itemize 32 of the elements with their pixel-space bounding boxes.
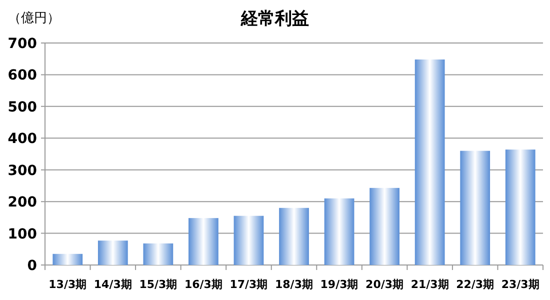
y-tick-label: 400 (8, 131, 38, 148)
x-tick-label: 23/3期 (501, 278, 540, 291)
y-tick-label: 700 (8, 36, 38, 52)
y-tick-label: 500 (8, 99, 38, 116)
x-tick-label: 19/3期 (320, 278, 358, 291)
bar (279, 208, 309, 265)
bar (234, 216, 264, 265)
bar (460, 150, 490, 265)
bar (143, 243, 174, 265)
bar (52, 254, 83, 265)
y-tick-label: 600 (8, 68, 38, 84)
bar (324, 198, 354, 265)
y-axis-title: （億円） (8, 11, 60, 26)
x-tick-label: 14/3期 (94, 278, 132, 291)
bar (188, 218, 218, 265)
y-tick-label: 300 (8, 162, 38, 179)
x-tick-label: 17/3期 (230, 278, 268, 291)
bar (505, 150, 536, 265)
y-tick-label: 100 (8, 226, 38, 242)
x-tick-label: 16/3期 (184, 278, 222, 291)
y-tick-label: 200 (8, 194, 38, 211)
y-tick-label: 0 (27, 258, 38, 274)
bar (98, 240, 128, 265)
x-tick-label: 21/3期 (410, 278, 449, 291)
x-tick-label: 18/3期 (275, 278, 313, 291)
bar (370, 188, 400, 265)
bar (414, 59, 445, 265)
x-tick-label: 13/3期 (48, 278, 87, 291)
chart-title: 経常利益 (240, 9, 309, 29)
x-tick-label: 22/3期 (456, 278, 494, 291)
x-tick-label: 15/3期 (139, 278, 178, 291)
x-tick-label: 20/3期 (366, 278, 404, 291)
